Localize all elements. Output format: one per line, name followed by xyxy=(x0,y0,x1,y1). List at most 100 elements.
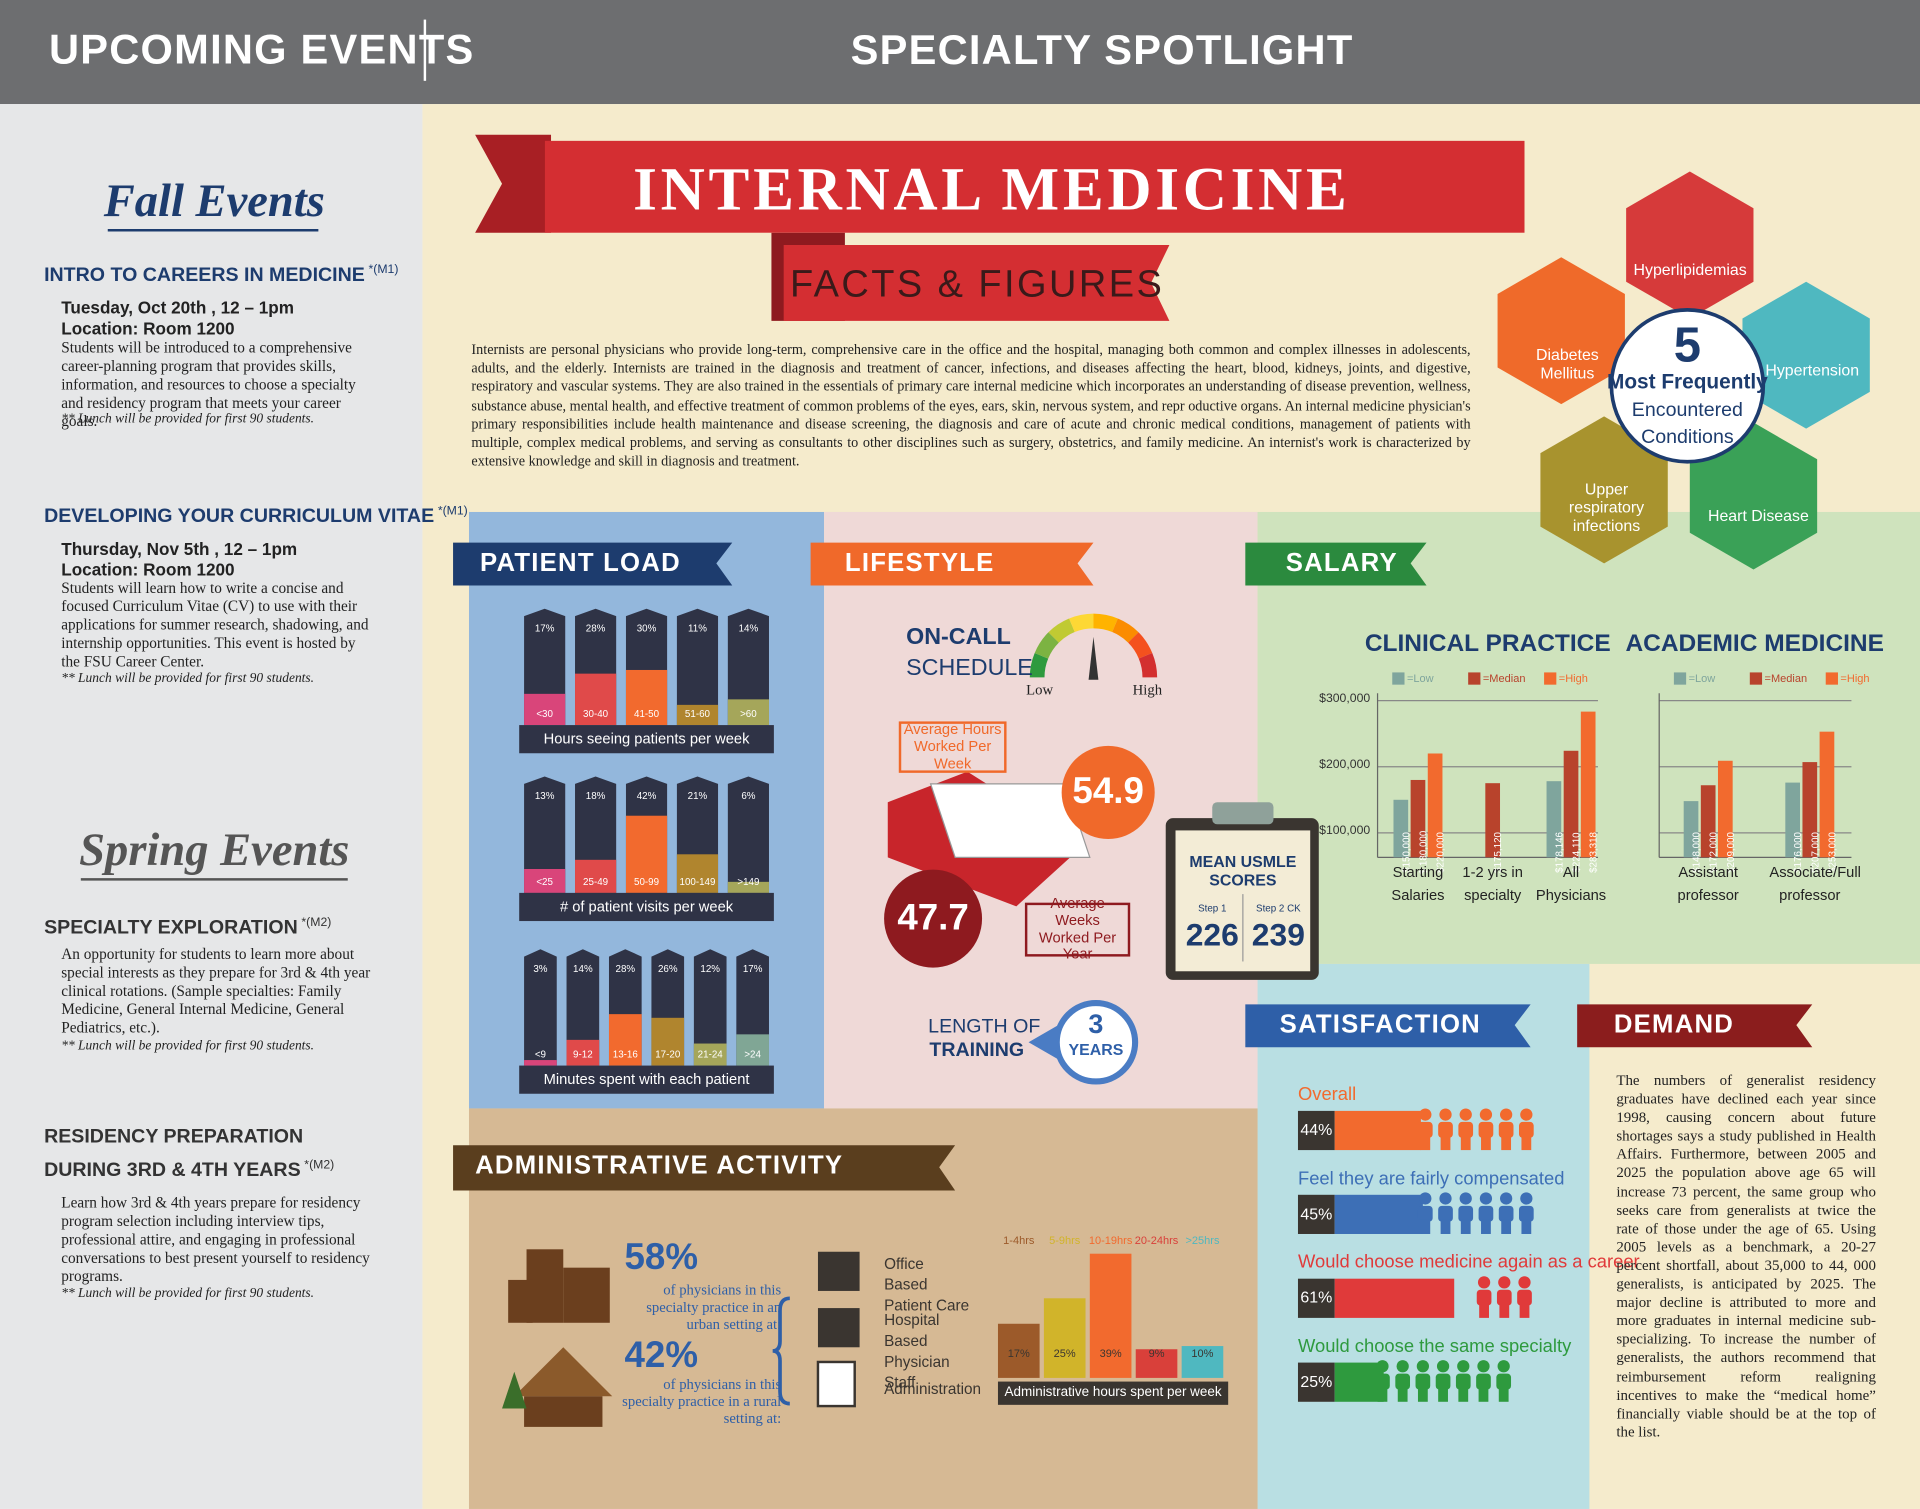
category-label: 10-19hrs xyxy=(1088,1234,1133,1247)
salary-bar xyxy=(1580,711,1596,858)
person-icon xyxy=(1376,1360,1389,1373)
salary-bar xyxy=(1485,783,1501,858)
person-icon xyxy=(1415,1373,1431,1390)
header-title: SPECIALTY SPOTLIGHT xyxy=(850,27,1354,75)
satisfaction-label: Would choose the same specialty xyxy=(1297,1335,1572,1357)
gauge-label: Low xyxy=(1026,681,1054,699)
person-icon xyxy=(1521,1135,1532,1151)
category-label: 41-50 xyxy=(634,708,660,720)
person-icon xyxy=(1377,1387,1388,1402)
score-value: 226 xyxy=(1185,916,1239,953)
legend-label: =High xyxy=(1840,672,1870,685)
person-icon xyxy=(1478,1387,1489,1402)
person-icon xyxy=(1477,1276,1491,1289)
column-fill xyxy=(736,1034,769,1066)
setting-label: Hospital Based Physician Staff xyxy=(884,1311,950,1392)
y-tick-label: $300,000 xyxy=(1319,692,1371,706)
caption-bar xyxy=(519,725,774,754)
value-label: 44% xyxy=(1300,1120,1333,1139)
gauge-segment xyxy=(1112,618,1139,643)
category-label: 20-24hrs xyxy=(1134,1234,1179,1247)
value-label: 10% xyxy=(1191,1347,1214,1360)
person-icon xyxy=(1501,1219,1512,1234)
person-icon xyxy=(1459,1192,1472,1205)
category-label: 1-4hrs xyxy=(1003,1234,1035,1247)
person-icon xyxy=(1435,1373,1451,1390)
event-location: Location: Room 1200 xyxy=(61,559,235,580)
gauge-segment xyxy=(1138,652,1158,678)
person-icon xyxy=(1496,1289,1512,1306)
column-fill xyxy=(676,704,719,726)
category-label: <9 xyxy=(534,1048,546,1060)
legend-label: =High xyxy=(1558,672,1588,685)
event-note: ** Lunch will be provided for first 90 s… xyxy=(61,411,315,427)
caption-bar xyxy=(997,1381,1229,1405)
event-note: ** Lunch will be provided for first 90 s… xyxy=(61,1286,315,1301)
person-icon xyxy=(1417,1121,1433,1138)
column xyxy=(676,608,719,726)
salary-bar xyxy=(1393,799,1409,858)
condition-hex xyxy=(1497,257,1625,405)
category-label: <30 xyxy=(536,708,553,720)
category-label: 1-2 yrs in specialty xyxy=(1462,863,1523,904)
training-label: LENGTH OF xyxy=(928,1016,1041,1038)
y-tick-label: $100,000 xyxy=(1319,824,1371,838)
condition-hex xyxy=(1742,281,1870,429)
person-icon xyxy=(1499,1303,1510,1318)
bracket xyxy=(772,1296,790,1406)
condition-label: Diabetes Mellitus xyxy=(1535,345,1599,383)
person-icon xyxy=(1419,1192,1432,1205)
section-title: Fall Events xyxy=(103,175,325,227)
person-icon xyxy=(1479,1303,1489,1318)
person-icon xyxy=(1439,1192,1452,1205)
column xyxy=(727,608,769,726)
event-tag: *(M1) xyxy=(437,504,468,519)
intro-text: Internists are personal physicians who p… xyxy=(471,341,1471,470)
category-label: 9-12 xyxy=(573,1048,593,1060)
legend-swatch xyxy=(1825,672,1838,685)
label-box xyxy=(898,721,1007,773)
panel xyxy=(1257,963,1590,1509)
person-icon xyxy=(1460,1219,1471,1234)
event-date: Tuesday, Oct 20th , 12 – 1pm xyxy=(61,297,295,318)
person-icon xyxy=(1518,1121,1534,1138)
person-icon xyxy=(1476,1289,1492,1306)
column-fill xyxy=(575,859,617,893)
section-ribbon-title: LIFESTYLE xyxy=(844,548,995,577)
value-label: 61% xyxy=(1300,1287,1333,1307)
ribbon-tail xyxy=(475,134,552,233)
chart-caption: Hours seeing patients per week xyxy=(543,730,750,748)
person-icon xyxy=(1460,1135,1471,1151)
value-label: 18% xyxy=(585,790,606,802)
event-date: Thursday, Nov 5th , 12 – 1pm xyxy=(61,538,298,559)
event-tag: *(M2) xyxy=(304,1158,335,1173)
event-description: An opportunity for students to learn mor… xyxy=(61,945,371,1037)
column-fill xyxy=(575,673,617,726)
satisfaction-label: Overall xyxy=(1297,1083,1357,1105)
value-label: 13% xyxy=(534,790,555,802)
weeks-label: Average Weeks Worked Per Year xyxy=(1038,894,1117,963)
person-icon xyxy=(1498,1387,1509,1402)
category-label: 21-24 xyxy=(697,1048,723,1060)
person-icon xyxy=(1479,1108,1493,1121)
event-title: INTRO TO CAREERS IN MEDICINE *(M1) xyxy=(44,263,398,287)
person-icon xyxy=(1477,1360,1490,1373)
legend-label: =Median xyxy=(1764,672,1808,685)
column-fill xyxy=(608,1014,642,1066)
chart-caption: # of patient visits per week xyxy=(559,897,734,916)
gauge-segment xyxy=(1029,652,1049,678)
value-label: 21% xyxy=(687,790,708,802)
value-label: 9% xyxy=(1148,1347,1165,1360)
category-label: 25-49 xyxy=(583,876,609,888)
category-label: 50-99 xyxy=(634,876,660,888)
category-label: 5-9hrs xyxy=(1049,1234,1081,1247)
person-icon xyxy=(1500,1192,1513,1205)
banner-subtitle: FACTS & FIGURES xyxy=(790,262,1165,306)
category-label: 30-40 xyxy=(583,708,609,720)
value-label: 6% xyxy=(741,790,756,802)
column-fill xyxy=(651,1017,685,1066)
event-note: ** Lunch will be provided for first 90 s… xyxy=(61,1038,315,1054)
score-value: 239 xyxy=(1251,916,1305,953)
condition-hex xyxy=(1626,171,1754,319)
